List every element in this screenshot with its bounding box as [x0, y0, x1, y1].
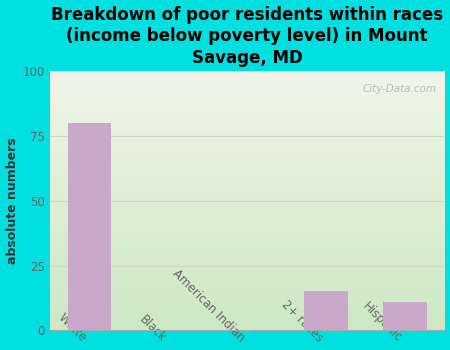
- Title: Breakdown of poor residents within races
(income below poverty level) in Mount
S: Breakdown of poor residents within races…: [51, 6, 443, 66]
- Bar: [383, 302, 427, 330]
- Bar: [68, 123, 111, 330]
- Text: City-Data.com: City-Data.com: [362, 84, 436, 94]
- Y-axis label: absolute numbers: absolute numbers: [5, 137, 18, 264]
- Bar: [304, 292, 348, 330]
